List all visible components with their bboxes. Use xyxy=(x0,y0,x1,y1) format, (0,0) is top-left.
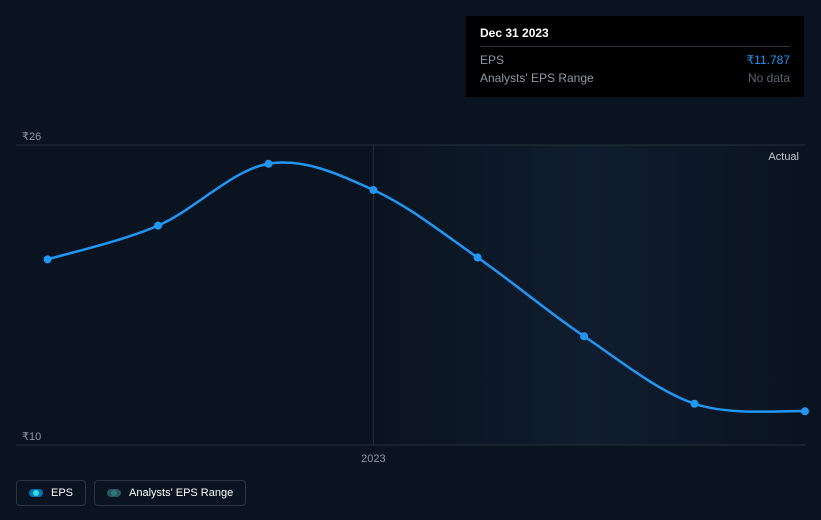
chart-tooltip: Dec 31 2023 EPS₹11.787Analysts' EPS Rang… xyxy=(466,16,804,97)
chart-legend: EPS Analysts' EPS Range xyxy=(16,480,246,506)
tooltip-date: Dec 31 2023 xyxy=(480,26,790,47)
y-axis-label: ₹10 xyxy=(22,430,41,443)
legend-swatch xyxy=(107,489,121,497)
x-axis-label: 2023 xyxy=(361,453,385,465)
legend-label: EPS xyxy=(51,487,73,499)
legend-item[interactable]: Analysts' EPS Range xyxy=(94,480,246,506)
y-axis-label: ₹26 xyxy=(22,130,41,143)
tooltip-row-label: Analysts' EPS Range xyxy=(480,69,594,87)
eps-chart: ₹26₹10 2023 Actual xyxy=(16,145,805,445)
tooltip-row-label: EPS xyxy=(480,51,504,69)
legend-item[interactable]: EPS xyxy=(16,480,86,506)
chart-svg xyxy=(16,145,805,445)
tooltip-row: EPS ₹11.787 xyxy=(480,51,790,69)
tooltip-row-value: No data xyxy=(748,69,790,87)
tooltip-row: Analysts' EPS Range No data xyxy=(480,69,790,87)
tooltip-row-value: ₹11.787 xyxy=(747,51,790,69)
legend-swatch xyxy=(29,489,43,497)
actual-region-label: Actual xyxy=(768,151,799,163)
legend-label: Analysts' EPS Range xyxy=(129,487,233,499)
